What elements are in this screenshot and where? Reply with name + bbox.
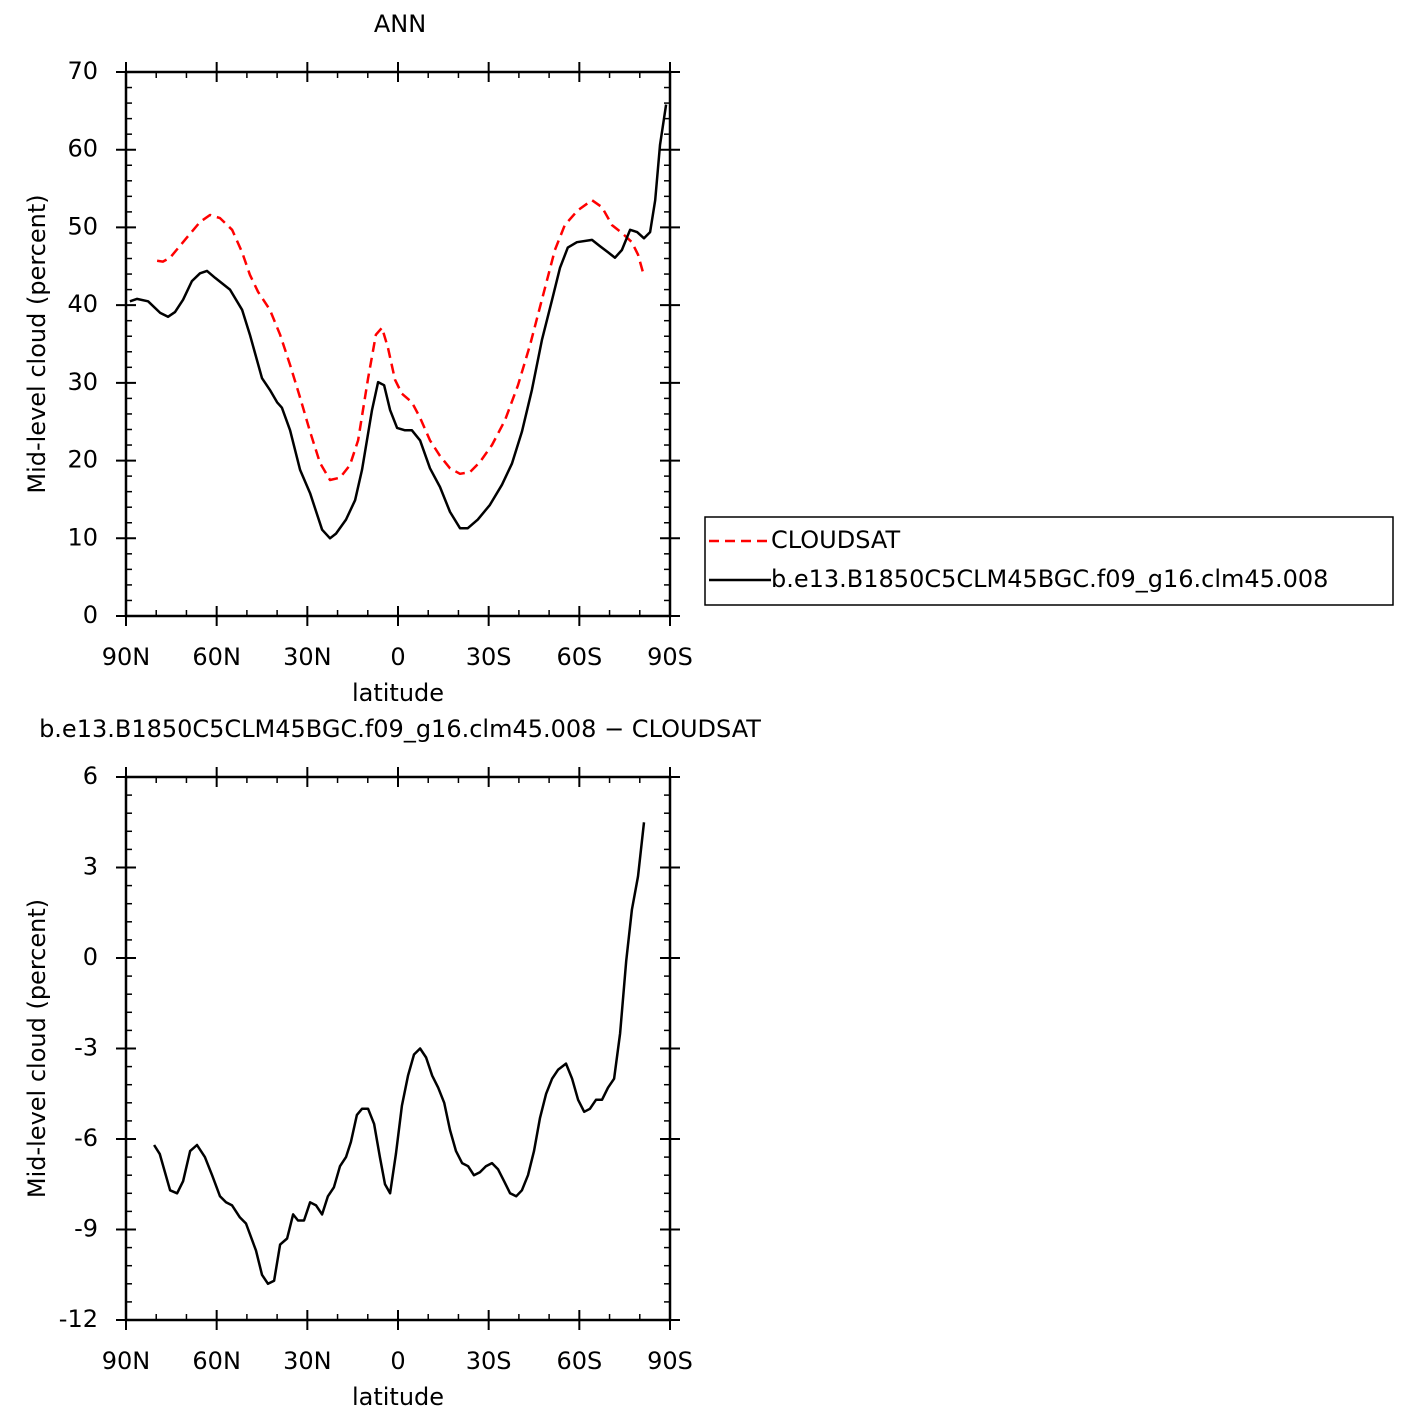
y-tick-label: 70: [67, 57, 98, 85]
x-tick-label: 60S: [556, 1347, 602, 1375]
chart-title: b.e13.B1850C5CLM45BGC.f09_g16.clm45.008 …: [39, 715, 761, 743]
x-tick-label: 0: [390, 1347, 405, 1375]
y-tick-label: 50: [67, 212, 98, 240]
x-tick-label: 60N: [192, 643, 241, 671]
x-axis-label: latitude: [352, 679, 444, 707]
x-tick-label: 60S: [556, 643, 602, 671]
y-tick-label: 0: [83, 601, 98, 629]
x-tick-label: 30N: [283, 1347, 332, 1375]
y-tick-label: 20: [67, 446, 98, 474]
y-tick-label: 6: [83, 762, 98, 790]
legend-box: [704, 516, 1394, 606]
x-tick-label: 30N: [283, 643, 332, 671]
plot-frame: [124, 775, 672, 1322]
y-axis-label: Mid-level cloud (percent): [23, 899, 51, 1198]
chart-title: ANN: [374, 10, 426, 38]
y-tick-label: -9: [74, 1215, 98, 1243]
y-tick-label: -12: [59, 1305, 98, 1333]
x-tick-label: 60N: [192, 1347, 241, 1375]
y-tick-label: -6: [74, 1124, 98, 1152]
x-tick-label: 30S: [466, 643, 512, 671]
y-tick-label: 3: [83, 853, 98, 881]
y-tick-label: 40: [67, 290, 98, 318]
data-line: [156, 198, 645, 482]
legend-label: b.e13.B1850C5CLM45BGC.f09_g16.clm45.008: [771, 565, 1328, 593]
x-axis-label: latitude: [352, 1383, 444, 1411]
x-tick-label: 90S: [647, 643, 693, 671]
legend-label: CLOUDSAT: [771, 526, 900, 554]
y-axis-label: Mid-level cloud (percent): [23, 194, 51, 493]
plot-frame: [124, 70, 672, 618]
y-tick-label: 30: [67, 368, 98, 396]
data-line: [129, 104, 668, 540]
y-tick-label: 0: [83, 943, 98, 971]
y-tick-label: 60: [67, 135, 98, 163]
data-line: [153, 822, 646, 1286]
x-tick-label: 90S: [647, 1347, 693, 1375]
x-tick-label: 0: [390, 643, 405, 671]
y-tick-label: -3: [74, 1034, 98, 1062]
x-tick-label: 30S: [466, 1347, 512, 1375]
y-tick-label: 10: [67, 523, 98, 551]
x-tick-label: 90N: [102, 1347, 151, 1375]
x-tick-label: 90N: [102, 643, 151, 671]
